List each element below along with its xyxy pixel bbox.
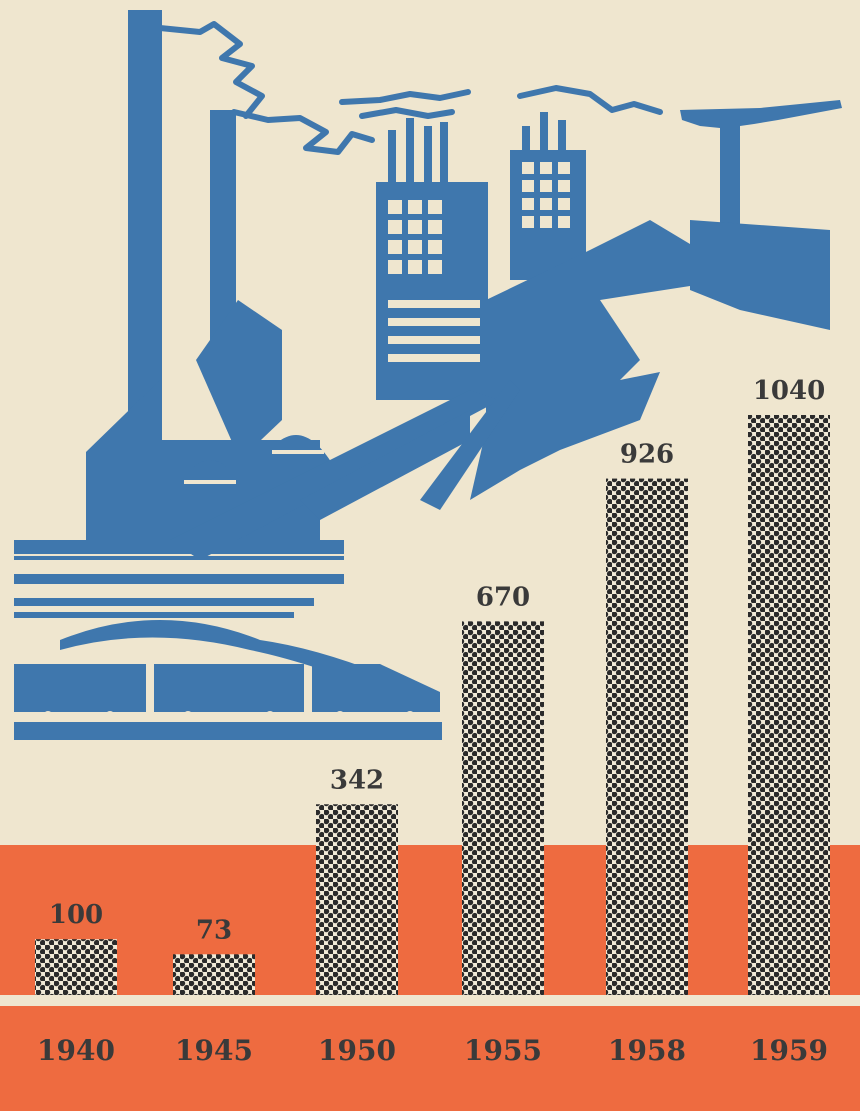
bar-1958 [606, 478, 688, 996]
bar-1940 [35, 939, 117, 995]
category-label-1945: 1945 [175, 1034, 253, 1067]
bar-1959 [748, 415, 830, 995]
value-label-1959: 1040 [753, 376, 825, 406]
factory-power-station-icon [14, 10, 842, 740]
category-label-1958: 1958 [608, 1034, 686, 1067]
building-windows [184, 162, 570, 484]
orange-band-lower [0, 1006, 860, 1111]
bar-1950 [316, 804, 398, 995]
value-label-1945: 73 [196, 915, 232, 945]
value-label-1955: 670 [476, 582, 530, 612]
value-label-1958: 926 [620, 440, 674, 470]
bar-1955 [462, 621, 544, 995]
category-label-1950: 1950 [318, 1034, 396, 1067]
category-label-1955: 1955 [464, 1034, 542, 1067]
orange-band-upper [0, 845, 860, 995]
bar-1945 [173, 954, 255, 995]
category-label-1940: 1940 [37, 1034, 115, 1067]
value-label-1950: 342 [330, 765, 384, 795]
value-labels-group: 100 73 342 670 926 1040 [49, 376, 825, 945]
category-labels-group: 1940 1945 1950 1955 1958 1959 [37, 1034, 828, 1067]
category-label-1959: 1959 [750, 1034, 828, 1067]
value-label-1940: 100 [49, 900, 103, 930]
bars-group [35, 415, 830, 996]
